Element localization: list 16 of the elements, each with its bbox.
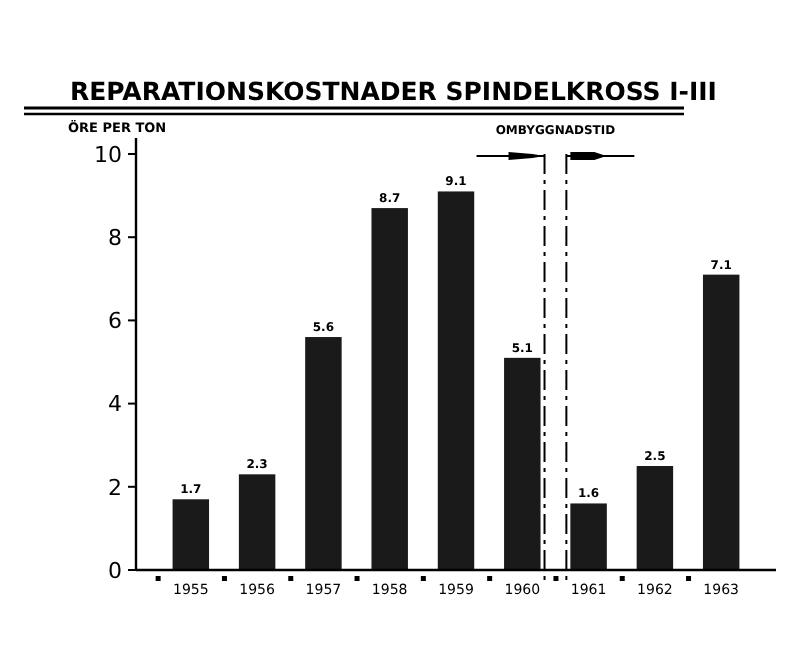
y-tick-label: 0 [108, 557, 122, 584]
bar [504, 357, 541, 570]
y-tick-label: 2 [108, 474, 122, 501]
y-tick-label: 8 [108, 224, 122, 251]
bar [636, 466, 674, 570]
bar [437, 191, 475, 570]
y-tick-label: 10 [94, 141, 122, 168]
chart-title: REPARATIONSKOSTNADER SPINDELKROSS I-III [70, 76, 717, 106]
bar [305, 337, 342, 570]
bar [371, 208, 408, 570]
y-tick-label: 4 [108, 391, 122, 418]
bar [172, 499, 210, 570]
y-tick-label: 6 [108, 308, 122, 335]
bar [702, 274, 740, 570]
bar [570, 503, 607, 570]
bar [238, 474, 276, 570]
